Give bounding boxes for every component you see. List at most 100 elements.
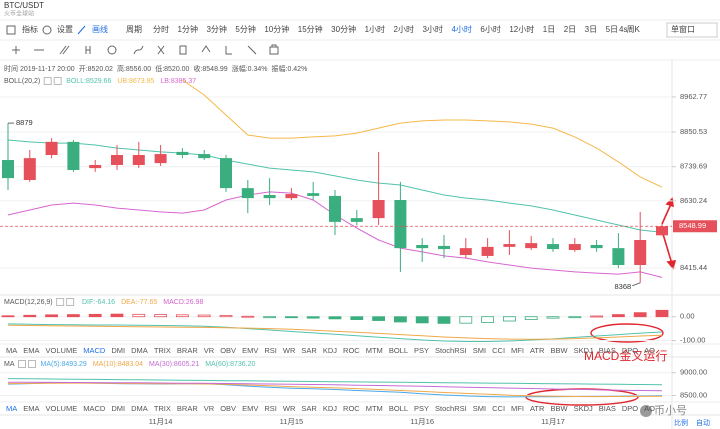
indicator-tab[interactable]: MTM <box>366 404 383 413</box>
indicator-tab[interactable]: EMV <box>242 346 258 355</box>
indicator-tab[interactable]: OBV <box>220 346 236 355</box>
indicator-tab[interactable]: KDJ <box>323 346 337 355</box>
indicator-tab[interactable]: RSI <box>264 346 277 355</box>
legend-close[interactable] <box>28 360 36 368</box>
indicator-tab[interactable]: MFI <box>511 346 524 355</box>
period-option[interactable]: 1小时 <box>365 24 385 34</box>
settings-icon[interactable] <box>42 25 52 35</box>
indicator-tab[interactable]: BBW <box>550 404 568 413</box>
period-option[interactable]: 分时 <box>153 24 169 34</box>
toolbar-button[interactable]: 画线 <box>92 24 108 34</box>
indicator-tab[interactable]: VR <box>204 404 215 413</box>
indicator-tab[interactable]: SKDJ <box>574 404 593 413</box>
scale-control[interactable]: 自动 <box>696 418 710 427</box>
indicator-tab[interactable]: BRAR <box>177 404 198 413</box>
magnet-tool[interactable] <box>201 45 211 53</box>
legend-close[interactable] <box>66 298 75 306</box>
indicator-tab[interactable]: MA <box>6 346 17 355</box>
period-option[interactable]: 1分钟 <box>178 24 198 34</box>
indicator-tab[interactable]: TRIX <box>154 404 171 413</box>
brush-tool[interactable] <box>133 45 144 55</box>
toolbar-button[interactable]: 指标 <box>22 24 38 34</box>
indicator-tab[interactable]: BIAS <box>599 404 616 413</box>
measure-tool[interactable] <box>157 45 165 55</box>
indicator-tab[interactable]: SAR <box>301 404 317 413</box>
draw-icon[interactable] <box>77 25 86 35</box>
indicator-tab[interactable]: BRAR <box>177 346 198 355</box>
indicator-tab[interactable]: ROC <box>343 346 360 355</box>
indicator-tab[interactable]: WR <box>283 404 296 413</box>
indicator-tab[interactable]: EMA <box>23 404 39 413</box>
crosshair-tool[interactable] <box>12 46 20 54</box>
legend-close[interactable] <box>53 77 62 85</box>
eye-tool[interactable] <box>247 45 257 55</box>
indicator-tab[interactable]: SKDJ <box>574 346 593 355</box>
period-option[interactable]: 3分钟 <box>206 24 226 34</box>
indicator-tab[interactable]: PSY <box>414 346 429 355</box>
indicator-tab[interactable]: EMV <box>242 404 258 413</box>
shape-tool[interactable] <box>107 45 117 55</box>
period-option[interactable]: 10分钟 <box>264 24 289 34</box>
indicator-tab[interactable]: OBV <box>220 404 236 413</box>
indicator-tab[interactable]: DPO <box>622 404 638 413</box>
lock-tool[interactable] <box>225 46 232 55</box>
indicator-tab[interactable]: ROC <box>343 404 360 413</box>
indicator-tab[interactable]: MA <box>6 404 17 413</box>
indicator-tab[interactable]: StochRSI <box>435 404 467 413</box>
indicator-tab[interactable]: AO <box>644 404 655 413</box>
indicator-tab[interactable]: BIAS <box>599 346 616 355</box>
window-button-box[interactable] <box>666 22 718 38</box>
indicator-tab[interactable]: VOLUME <box>46 404 78 413</box>
indicator-tab[interactable]: VOLUME <box>46 346 78 355</box>
period-option[interactable]: 1日 <box>543 25 555 34</box>
indicator-tab[interactable]: SMI <box>473 404 486 413</box>
indicator-tab[interactable]: ATR <box>530 346 545 355</box>
period-option[interactable]: 5分钟 <box>235 24 255 34</box>
indicator-tab[interactable]: DMI <box>111 346 125 355</box>
period-option[interactable]: 2日 <box>564 25 576 34</box>
indicator-tab[interactable]: MFI <box>511 404 524 413</box>
text-tool[interactable] <box>179 45 187 55</box>
indicator-tab[interactable]: TRIX <box>154 346 171 355</box>
legend-toggle[interactable] <box>56 298 65 306</box>
indicator-tab[interactable]: WR <box>283 346 296 355</box>
indicator-tab[interactable]: BOLL <box>389 346 408 355</box>
period-option[interactable]: 4小时 <box>451 24 471 34</box>
indicator-tab[interactable]: DMI <box>111 404 125 413</box>
period-label[interactable]: 周期 <box>126 25 142 34</box>
indicator-tab[interactable]: CCI <box>492 346 505 355</box>
delete-tool[interactable] <box>269 44 279 55</box>
period-option[interactable]: 2小时 <box>394 24 414 34</box>
indicator-tab[interactable]: DMA <box>131 346 148 355</box>
toolbar-button[interactable]: 设置 <box>57 24 73 34</box>
indicator-tab[interactable]: MACD <box>83 404 106 413</box>
indicator-tab[interactable]: BBW <box>550 346 568 355</box>
indicator-tab[interactable]: SAR <box>301 346 317 355</box>
period-option[interactable]: 3小时 <box>422 24 442 34</box>
period-option[interactable]: 12小时 <box>509 24 534 34</box>
indicator-tab[interactable]: MACD <box>83 346 106 355</box>
indicator-tab[interactable]: EMA <box>23 346 39 355</box>
indicator-tab[interactable]: CCI <box>492 404 505 413</box>
indicator-tab[interactable]: VR <box>204 346 215 355</box>
indicator-tab[interactable]: ATR <box>530 404 545 413</box>
indicator-tab[interactable]: StochRSI <box>435 346 467 355</box>
legend-toggle[interactable] <box>43 77 52 85</box>
channel-tool[interactable] <box>59 45 70 55</box>
indicator-tab[interactable]: BOLL <box>389 404 408 413</box>
fib-tool[interactable] <box>85 46 91 54</box>
scale-control[interactable]: 比例 <box>674 418 688 427</box>
indicator-tab[interactable]: DPO <box>622 346 638 355</box>
indicator-tab[interactable]: RSI <box>264 404 277 413</box>
period-option[interactable]: 3日 <box>585 25 597 34</box>
indicator-tab[interactable]: DMA <box>131 404 148 413</box>
period-option[interactable]: 15分钟 <box>298 24 323 34</box>
indicator-icon[interactable] <box>6 25 16 35</box>
period-option[interactable]: 5日 <box>606 25 618 34</box>
period-option[interactable]: 6小时 <box>480 24 500 34</box>
period-option[interactable]: 周K <box>627 25 641 34</box>
window-button[interactable]: 单窗口 <box>671 24 695 34</box>
indicator-tab[interactable]: AO <box>644 346 655 355</box>
indicator-tab[interactable]: PSY <box>414 404 429 413</box>
legend-toggle[interactable] <box>18 360 26 368</box>
